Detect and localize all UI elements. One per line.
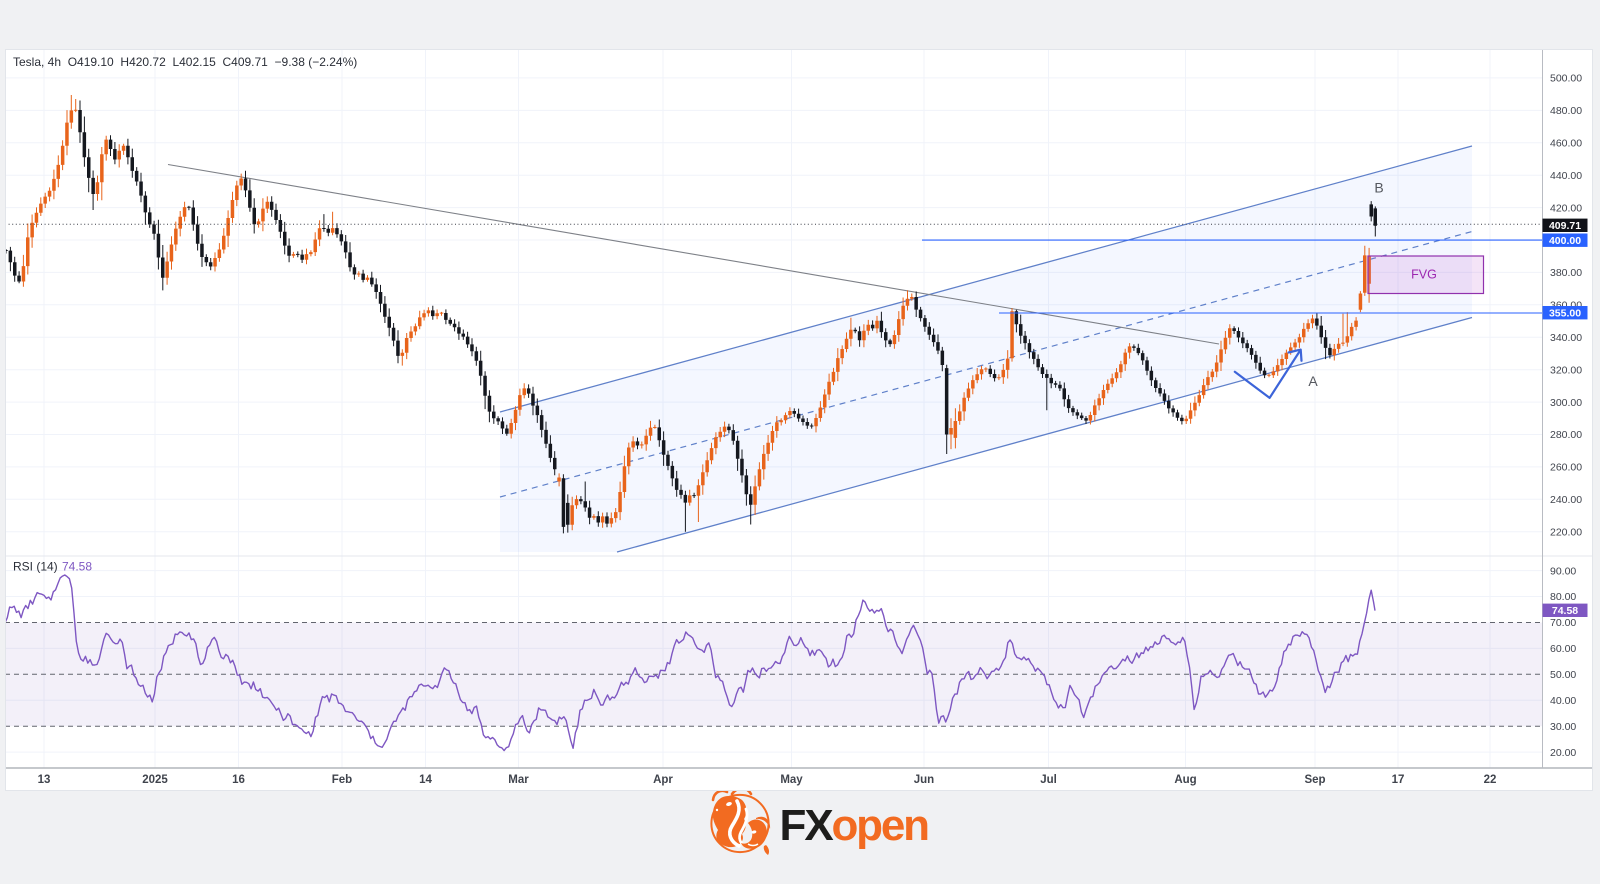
svg-text:280.00: 280.00 (1550, 429, 1582, 441)
svg-text:420.00: 420.00 (1550, 202, 1582, 214)
svg-text:30.00: 30.00 (1550, 721, 1576, 733)
svg-text:Jul: Jul (1040, 774, 1057, 786)
svg-text:FX: FX (780, 801, 834, 850)
svg-text:Feb: Feb (332, 774, 352, 786)
svg-text:RSI (14): RSI (14) (13, 560, 58, 574)
svg-text:13: 13 (38, 774, 51, 786)
svg-text:70.00: 70.00 (1550, 617, 1576, 629)
svg-text:260.00: 260.00 (1550, 462, 1582, 474)
svg-text:440.00: 440.00 (1550, 170, 1582, 182)
svg-text:60.00: 60.00 (1550, 643, 1576, 655)
svg-text:Aug: Aug (1174, 774, 1196, 786)
svg-text:B: B (1374, 180, 1383, 196)
svg-text:74.58: 74.58 (1552, 605, 1578, 617)
svg-text:74.58: 74.58 (62, 560, 92, 574)
svg-text:2025: 2025 (142, 774, 168, 786)
svg-text:409.71: 409.71 (1549, 220, 1581, 232)
svg-text:460.00: 460.00 (1550, 138, 1582, 150)
svg-text:Mar: Mar (508, 774, 529, 786)
svg-text:380.00: 380.00 (1550, 267, 1582, 279)
svg-text:Tesla, 4h O419.10 H420.72 L: Tesla, 4h O419.10 H420.72 L402.15 C409.7… (13, 55, 357, 69)
svg-text:14: 14 (419, 774, 432, 786)
svg-text:320.00: 320.00 (1550, 364, 1582, 376)
svg-text:open: open (832, 801, 929, 850)
svg-text:Jun: Jun (914, 774, 934, 786)
svg-text:355.00: 355.00 (1549, 308, 1581, 320)
svg-text:300.00: 300.00 (1550, 397, 1582, 409)
svg-text:500.00: 500.00 (1550, 73, 1582, 85)
svg-text:May: May (780, 774, 803, 786)
svg-text:80.00: 80.00 (1550, 591, 1576, 603)
svg-text:480.00: 480.00 (1550, 105, 1582, 117)
svg-text:22: 22 (1484, 774, 1497, 786)
svg-text:A: A (1308, 373, 1318, 389)
svg-text:90.00: 90.00 (1550, 565, 1576, 577)
svg-text:Apr: Apr (653, 774, 673, 786)
svg-text:340.00: 340.00 (1550, 332, 1582, 344)
svg-text:50.00: 50.00 (1550, 669, 1576, 681)
svg-text:Sep: Sep (1304, 774, 1325, 786)
svg-text:17: 17 (1392, 774, 1405, 786)
svg-text:16: 16 (232, 774, 245, 786)
svg-text:FVG: FVG (1411, 268, 1437, 282)
svg-text:20.00: 20.00 (1550, 747, 1576, 759)
svg-text:40.00: 40.00 (1550, 695, 1576, 707)
svg-text:240.00: 240.00 (1550, 494, 1582, 506)
svg-text:400.00: 400.00 (1549, 235, 1581, 247)
svg-text:220.00: 220.00 (1550, 526, 1582, 538)
